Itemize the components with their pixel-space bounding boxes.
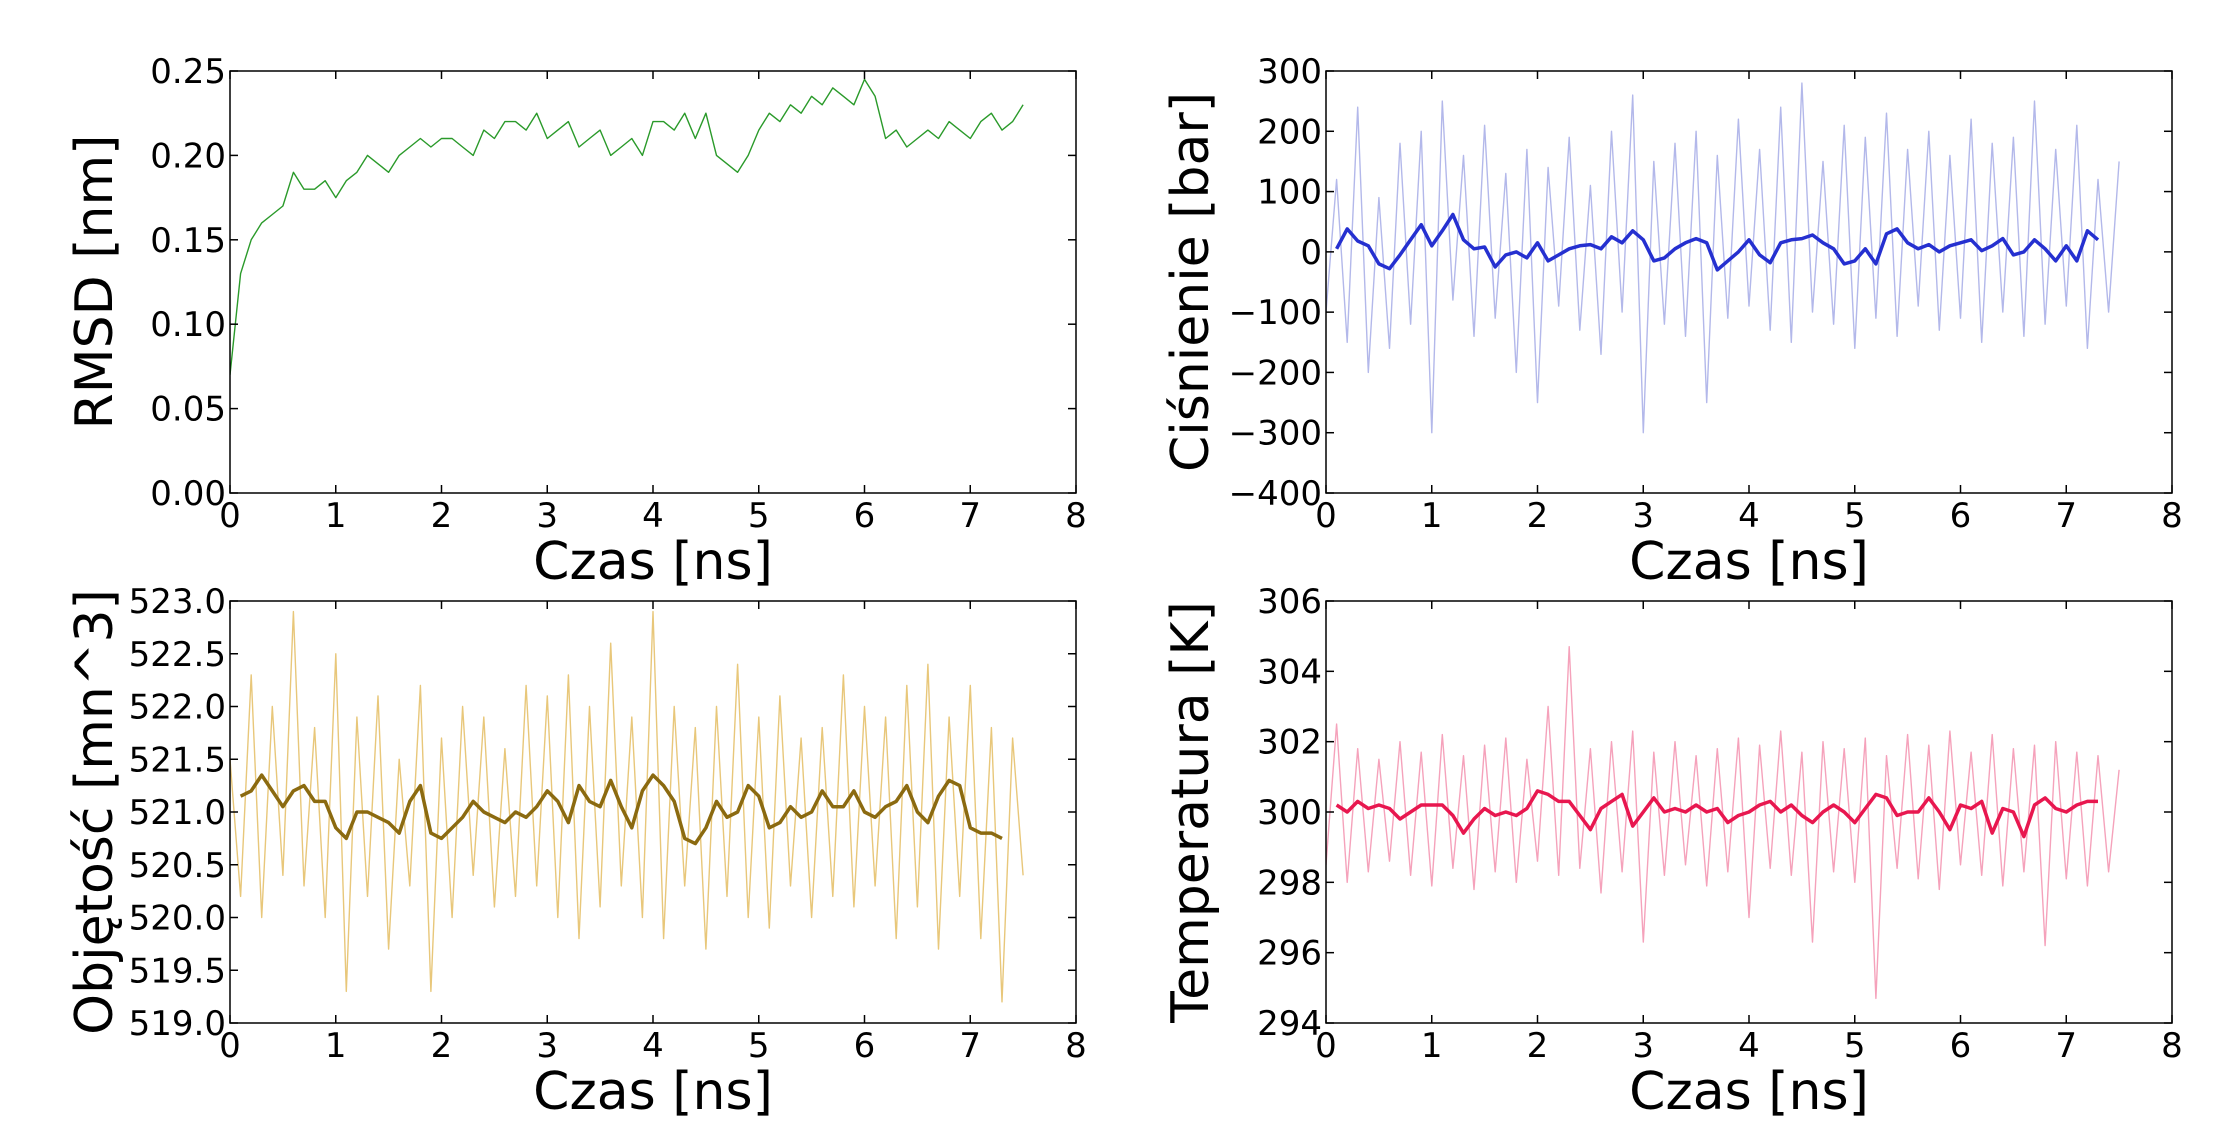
x-tick-label: 7 [2055,496,2077,536]
x-tick-label: 4 [642,496,664,536]
chart-panel-3: 0 1 2 3 4 5 6 7 8 519.0 519.5 520.0 520.5 521.0 521.5 5… [65,582,1087,1122]
chart-panel-4: 0 1 2 3 4 5 6 7 8 294 296 298 300 302 304 306 Czas [ns] T… [1161,582,2183,1122]
y-tick-label: 523.0 [129,582,226,622]
x-tick-label: 6 [1950,496,1972,536]
y-tick-label: 0.00 [150,474,226,514]
x-axis-label: Czas [ns] [1629,1062,1869,1122]
plot-frame [1325,70,2173,494]
x-tick-label: 7 [2055,1026,2077,1066]
x-tick-label: 2 [1527,1026,1549,1066]
x-tick-label: 2 [431,1026,453,1066]
y-tick-label: 294 [1257,1004,1322,1044]
x-tick-label: 3 [536,496,558,536]
y-tick-label: 0.15 [150,221,226,261]
y-tick-label: 304 [1257,652,1322,692]
x-tick-label: 5 [748,496,770,536]
series-line-raw [1326,82,2120,434]
plot-frame [229,70,1077,494]
x-tick-label: 6 [854,496,876,536]
x-tick-label: 5 [1844,1026,1866,1066]
y-tick-label: −100 [1229,293,1322,333]
y-tick-label: 0.20 [150,136,226,176]
y-tick-label: 522.0 [129,688,226,728]
y-tick-label: −200 [1229,353,1322,393]
x-tick-label: 2 [1527,496,1549,536]
x-tick-label: 8 [2161,1026,2183,1066]
x-tick-label: 4 [1738,496,1760,536]
x-tick-label: 1 [1421,1026,1443,1066]
x-tick-label: 2 [431,496,453,536]
y-tick-label: 300 [1257,52,1322,92]
series-line-raw [230,78,1024,375]
x-tick-label: 3 [1632,1026,1654,1066]
series-line-smoothed [1335,789,2098,839]
x-tick-label: 3 [1632,496,1654,536]
y-tick-label: 519.0 [129,1004,226,1044]
x-tick-label: 6 [1950,1026,1972,1066]
x-tick-label: 0 [1315,496,1337,536]
chart-panel-1: 0 1 2 3 4 5 6 7 8 0.00 0.05 0.10 0.15 0.20 0.25 Czas [n… [65,52,1087,592]
y-axis-label: Ciśnienie [bar] [1161,92,1221,472]
x-tick-label: 0 [1315,1026,1337,1066]
series-line-raw [1326,646,2120,1000]
series-line-raw [230,610,1024,1003]
x-tick-label: 0 [219,1026,241,1066]
series-line-smoothed [239,773,1003,846]
series-line-smoothed [1335,212,2100,272]
x-tick-label: 0 [219,496,241,536]
y-tick-label: 522.5 [129,635,226,675]
y-tick-label: 0.25 [150,52,226,92]
y-tick-label: 0.05 [150,390,226,430]
x-axis-label: Czas [ns] [1629,532,1869,592]
x-tick-label: 4 [1738,1026,1760,1066]
x-tick-label: 7 [959,1026,981,1066]
x-tick-label: 1 [325,496,347,536]
y-tick-label: 521.0 [129,793,226,833]
x-tick-label: 4 [642,1026,664,1066]
x-tick-label: 7 [959,496,981,536]
y-tick-label: 521.5 [129,740,226,780]
y-tick-label: 302 [1257,723,1322,763]
x-tick-label: 5 [1844,496,1866,536]
y-tick-label: 298 [1257,863,1322,903]
x-tick-label: 8 [2161,496,2183,536]
x-tick-label: 6 [854,1026,876,1066]
x-tick-label: 3 [536,1026,558,1066]
y-tick-label: 296 [1257,934,1322,974]
y-tick-label: 519.5 [129,951,226,991]
y-tick-label: 0.10 [150,305,226,345]
chart-panel-2: 0 1 2 3 4 5 6 7 8 −400 −300 −200 −100 0 100 200 300 Czas … [1161,52,2183,592]
x-tick-label: 5 [748,1026,770,1066]
y-tick-label: 520.5 [129,846,226,886]
y-tick-label: 0 [1300,233,1322,273]
x-tick-label: 1 [1421,496,1443,536]
y-tick-label: 100 [1257,173,1322,213]
x-axis-label: Czas [ns] [533,1062,773,1122]
y-tick-label: 300 [1257,793,1322,833]
y-tick-label: 306 [1257,582,1322,622]
x-tick-label: 1 [325,1026,347,1066]
y-axis-label: Objętość [mn^3] [65,589,125,1035]
y-tick-label: 520.0 [129,899,226,939]
x-axis-label: Czas [ns] [533,532,773,592]
y-tick-label: 200 [1257,112,1322,152]
y-tick-label: −400 [1229,474,1322,514]
y-axis-label: Temperatura [K] [1161,601,1221,1024]
x-tick-label: 8 [1065,496,1087,536]
y-tick-label: −300 [1229,414,1322,454]
x-tick-label: 8 [1065,1026,1087,1066]
y-axis-label: RMSD [nm] [65,135,125,430]
